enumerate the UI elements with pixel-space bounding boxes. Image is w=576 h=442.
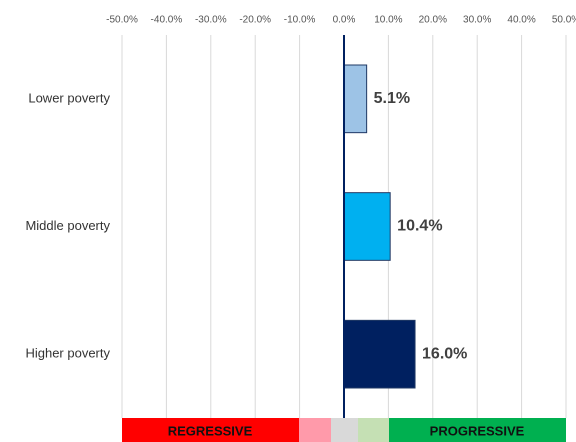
bar — [343, 319, 416, 389]
x-tick-label: -10.0% — [284, 15, 316, 26]
band-segment — [389, 418, 566, 442]
x-tick-label: 10.0% — [374, 15, 402, 26]
x-tick-label: 20.0% — [419, 15, 447, 26]
scale-band: REGRESSIVE PROGRESSIVE — [122, 418, 566, 442]
bar — [343, 192, 391, 261]
x-tick-label: -50.0% — [106, 15, 138, 26]
band-label: PROGRESSIVE — [430, 423, 525, 438]
bar — [343, 64, 368, 134]
x-tick-label: -30.0% — [195, 15, 227, 26]
y-tick-label: Middle poverty — [25, 218, 110, 233]
band-label: REGRESSIVE — [168, 423, 253, 438]
y-tick-label: Lower poverty — [28, 90, 110, 105]
value-label: 16.0% — [422, 345, 467, 362]
value-label: 10.4% — [397, 218, 442, 235]
x-tick-label: -40.0% — [151, 15, 183, 26]
band-segment — [299, 418, 331, 442]
x-tick-label: -20.0% — [239, 15, 271, 26]
x-tick-label: 50.0% — [552, 15, 576, 26]
x-tick-label: 40.0% — [507, 15, 535, 26]
x-tick-label: 30.0% — [463, 15, 491, 26]
band-segment — [122, 418, 299, 442]
y-tick-label: Higher poverty — [25, 346, 110, 361]
value-label: 5.1% — [374, 90, 410, 107]
band-segment — [358, 418, 389, 442]
x-tick-label: 0.0% — [333, 15, 356, 26]
band-segment — [331, 418, 358, 442]
